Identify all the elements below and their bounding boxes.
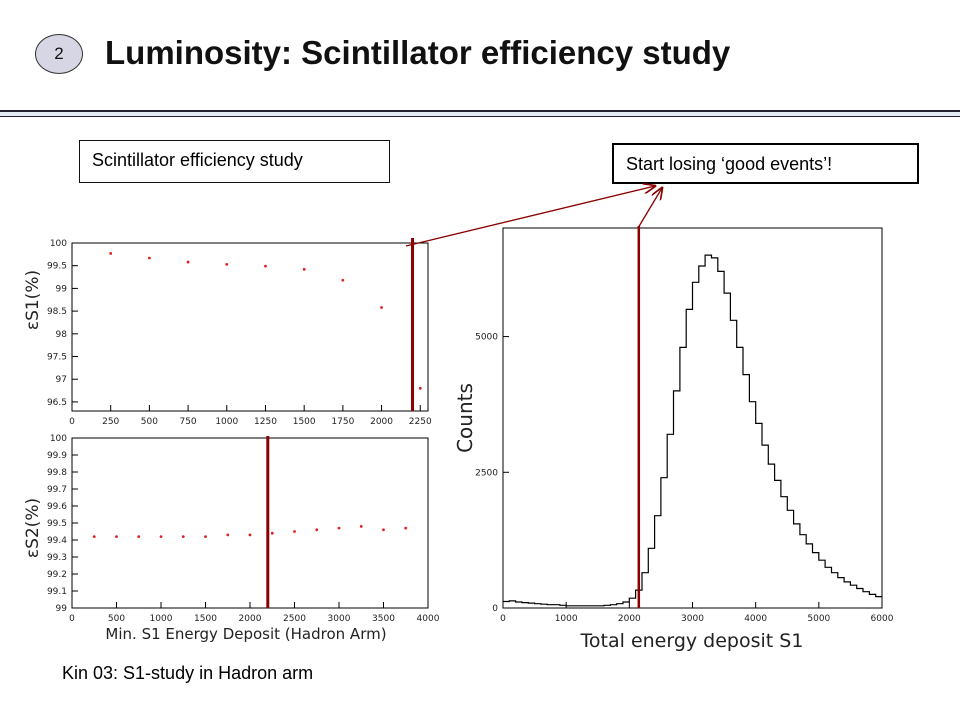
data-point bbox=[293, 530, 296, 533]
slide-number: 2 bbox=[54, 44, 64, 63]
x-tick-label: 2500 bbox=[283, 614, 306, 624]
losing-good-events-callout: Start losing ‘good events’! bbox=[612, 143, 919, 184]
x-tick-label: 2000 bbox=[618, 614, 641, 624]
slide-title: Luminosity: Scintillator efficiency stud… bbox=[105, 34, 731, 71]
data-point bbox=[248, 533, 252, 537]
data-point bbox=[115, 535, 118, 538]
data-point bbox=[270, 531, 274, 535]
x-tick-label: 500 bbox=[141, 417, 158, 427]
y-tick-label: 99.5 bbox=[47, 519, 67, 529]
x-tick-label: 1000 bbox=[215, 417, 238, 427]
y-tick-label: 5000 bbox=[475, 333, 498, 343]
y-tick-label: 0 bbox=[492, 604, 498, 614]
kinematics-caption: Kin 03: S1-study in Hadron arm bbox=[62, 663, 314, 683]
data-point bbox=[181, 535, 185, 538]
y-tick-label: 2500 bbox=[475, 468, 498, 478]
y-tick-label: 96.5 bbox=[47, 398, 67, 408]
x-tick-label: 4000 bbox=[417, 614, 440, 624]
data-point bbox=[159, 535, 163, 538]
data-point bbox=[109, 252, 113, 255]
data-point bbox=[264, 264, 267, 268]
data-point bbox=[418, 386, 422, 390]
x-tick-label: 1000 bbox=[555, 614, 578, 624]
y-tick-label: 99.1 bbox=[47, 587, 67, 597]
title-divider bbox=[0, 110, 960, 117]
x-tick-label: 250 bbox=[102, 417, 119, 427]
y-tick-label: 99 bbox=[56, 604, 68, 614]
y-tick-label: 99.7 bbox=[47, 485, 67, 495]
y-axis-label: εS2(%) bbox=[23, 498, 43, 558]
y-tick-label: 99.4 bbox=[47, 536, 67, 546]
arrow-from-histogram bbox=[637, 188, 662, 229]
data-point bbox=[315, 528, 319, 532]
data-point bbox=[225, 262, 229, 266]
data-point bbox=[380, 306, 383, 309]
data-point bbox=[382, 528, 385, 532]
arrow-from-s1-plot bbox=[405, 186, 655, 247]
x-axis-label: Total energy deposit S1 bbox=[580, 630, 804, 652]
data-point bbox=[359, 525, 363, 528]
scintillator-study-label: Scintillator efficiency study bbox=[79, 140, 390, 183]
slide-number-badge: 2 bbox=[35, 34, 83, 74]
data-point bbox=[137, 535, 141, 538]
y-tick-label: 99.5 bbox=[47, 262, 67, 272]
callout-arrows bbox=[405, 186, 662, 247]
y-axis-label: εS1(%) bbox=[23, 270, 43, 330]
x-tick-label: 5000 bbox=[807, 614, 830, 624]
data-point bbox=[92, 535, 96, 538]
s2-efficiency-plot: 0 500 1000 1500 2000 2500 3000 3500 4000 99 99.1 99… bbox=[23, 434, 440, 643]
data-point bbox=[337, 526, 341, 530]
x-tick-label: 2000 bbox=[370, 417, 393, 427]
x-tick-label: 500 bbox=[108, 614, 125, 624]
y-tick-label: 99 bbox=[56, 284, 68, 294]
x-axis-label: Min. S1 Energy Deposit (Hadron Arm) bbox=[105, 625, 386, 643]
x-tick-label: 1250 bbox=[254, 417, 277, 427]
x-tick-label: 1000 bbox=[150, 614, 173, 624]
data-point bbox=[204, 535, 207, 538]
x-tick-label: 750 bbox=[179, 417, 196, 427]
y-tick-label: 99.6 bbox=[47, 502, 67, 512]
y-tick-label: 97 bbox=[56, 375, 67, 385]
x-tick-label: 3500 bbox=[372, 614, 395, 624]
y-tick-label: 98 bbox=[56, 330, 68, 340]
x-tick-label: 1500 bbox=[293, 417, 316, 427]
energy-deposit-histogram: 0 1000 2000 3000 4000 5000 6000 0 2500 5000 Counts… bbox=[453, 226, 894, 652]
data-point bbox=[147, 256, 151, 260]
data-point bbox=[341, 278, 345, 282]
x-tick-label: 1750 bbox=[331, 417, 354, 427]
x-tick-label: 3000 bbox=[681, 614, 704, 624]
data-point bbox=[186, 260, 190, 264]
y-tick-label: 98.5 bbox=[47, 307, 67, 317]
y-tick-label: 99.9 bbox=[47, 451, 67, 461]
plot-frame bbox=[71, 437, 429, 609]
y-tick-label: 99.2 bbox=[47, 570, 67, 580]
x-tick-label: 2250 bbox=[409, 417, 432, 427]
s1-efficiency-plot: 0 250 500 750 1000 1250 1500 1750 2000 2250 96.5 97… bbox=[23, 238, 432, 427]
x-tick-label: 0 bbox=[69, 614, 75, 624]
x-tick-label: 1500 bbox=[194, 614, 217, 624]
x-tick-label: 3000 bbox=[328, 614, 351, 624]
plot-frame bbox=[71, 242, 429, 412]
x-tick-label: 2000 bbox=[239, 614, 262, 624]
x-tick-label: 6000 bbox=[871, 614, 894, 624]
data-point bbox=[404, 526, 408, 530]
y-tick-label: 100 bbox=[50, 434, 67, 444]
x-tick-label: 0 bbox=[500, 614, 506, 624]
x-tick-label: 0 bbox=[69, 417, 75, 427]
y-tick-label: 100 bbox=[50, 239, 67, 249]
y-tick-label: 99.3 bbox=[47, 553, 67, 563]
y-tick-label: 97.5 bbox=[47, 353, 67, 363]
histogram-line bbox=[503, 254, 882, 607]
data-point bbox=[226, 533, 230, 537]
y-tick-label: 99.8 bbox=[47, 468, 67, 478]
data-point bbox=[302, 267, 306, 271]
y-axis-label: Counts bbox=[453, 383, 477, 453]
x-tick-label: 4000 bbox=[744, 614, 767, 624]
